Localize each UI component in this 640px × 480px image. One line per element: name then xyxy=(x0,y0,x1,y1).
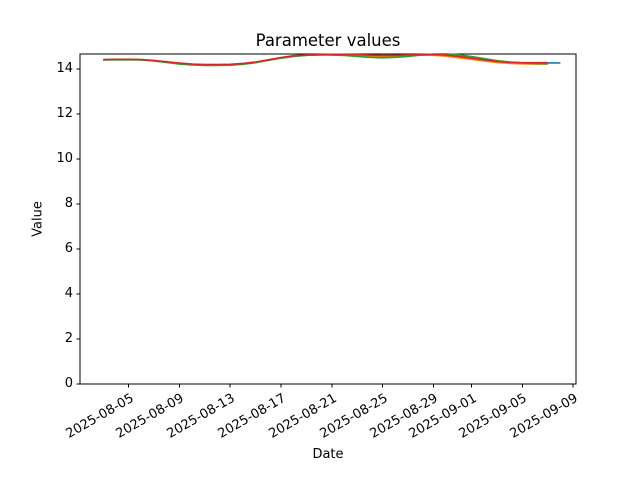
x-axis-label: Date xyxy=(312,447,344,462)
y-tick-label: 10 xyxy=(56,151,73,166)
y-tick-label: 14 xyxy=(56,61,73,76)
y-tick-label: 2 xyxy=(64,331,73,346)
y-tick-label: 8 xyxy=(64,196,73,211)
axes-spines xyxy=(79,53,577,385)
y-tick-label: 4 xyxy=(64,286,73,301)
chart-title: Parameter values xyxy=(255,31,401,50)
y-tick-label: 0 xyxy=(64,376,73,391)
y-tick-label: 6 xyxy=(64,241,73,256)
y-tick-label: 12 xyxy=(56,106,73,121)
data-line-red xyxy=(103,53,548,66)
